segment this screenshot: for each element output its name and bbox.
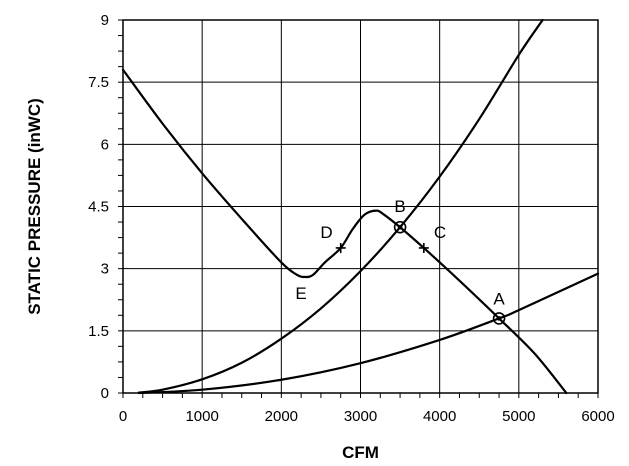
y-axis-title: STATIC PRESSURE (inWC): [25, 98, 44, 315]
x-tick-labels: 0 1000 2000 3000 4000 5000 6000: [119, 408, 615, 425]
y-tick-label: 3: [101, 261, 109, 278]
curve-line: [121, 68, 568, 395]
y-tick-label: 7.5: [88, 74, 109, 91]
point-label: E: [295, 284, 306, 303]
y-tick-labels: 0 1.5 3 4.5 6 7.5 9: [88, 12, 109, 402]
curves: [121, 18, 600, 395]
minor-ticks: [118, 19, 599, 398]
point-label: D: [320, 223, 332, 242]
point-label: C: [434, 223, 446, 242]
point-label: B: [394, 197, 405, 216]
x-tick-label: 5000: [502, 408, 535, 425]
operating-points: A B C D E: [295, 197, 506, 325]
y-tick-label: 9: [101, 12, 109, 29]
point-marker-dot: [496, 316, 502, 321]
point-marker: [335, 242, 346, 253]
plot-frame: [122, 19, 599, 394]
y-tick-label: 1.5: [88, 323, 109, 340]
x-tick-label: 4000: [423, 408, 456, 425]
point-marker: [393, 220, 407, 234]
curve-line: [137, 18, 544, 394]
y-tick-label: 6: [101, 136, 109, 153]
x-tick-label: 3000: [344, 408, 377, 425]
y-tick-label: 0: [101, 385, 109, 402]
point-marker-dot: [397, 224, 403, 230]
x-tick-label: 2000: [265, 408, 298, 425]
curve-line: [137, 272, 600, 395]
x-tick-label: 6000: [581, 408, 614, 425]
x-tick-label: 1000: [185, 408, 218, 425]
point-marker: [418, 242, 429, 253]
point-marker: [492, 312, 506, 325]
y-tick-label: 4.5: [88, 199, 109, 216]
x-tick-label: 0: [119, 408, 127, 425]
grid-lines: [122, 19, 599, 394]
point-label: A: [493, 289, 505, 308]
x-axis-title: CFM: [342, 443, 379, 462]
